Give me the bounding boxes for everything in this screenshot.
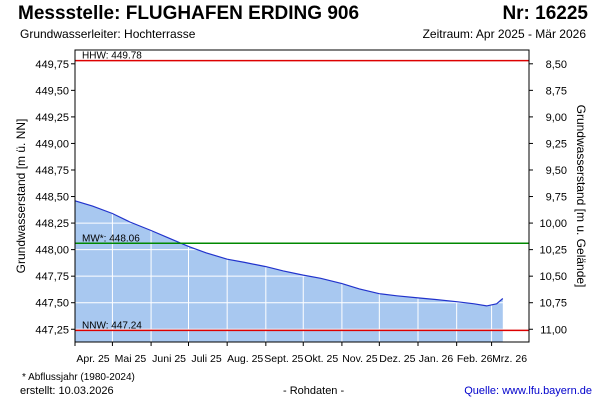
x-tick-label: Mrz. 26 (492, 353, 527, 365)
y2-tick-label: 11,00 (540, 324, 567, 336)
y-tick-label: 447,50 (35, 298, 69, 310)
x-tick-label: Nov. 25 (342, 353, 378, 365)
y2-tick-label: 10,50 (539, 271, 567, 283)
x-tick-label: Jan. 26 (419, 353, 454, 365)
y2-axis-title: Grundwasserstand [m u. Gelände] (574, 105, 588, 288)
y2-tick-label: 9,50 (546, 165, 567, 177)
y-tick-label: 448,25 (35, 218, 69, 230)
y-tick-label: 449,50 (35, 85, 69, 97)
y-tick-label: 447,75 (35, 271, 69, 283)
x-tick-label: Juni 25 (152, 353, 186, 365)
y2-tick-label: 8,50 (546, 59, 567, 71)
series-area (75, 200, 503, 342)
source-link[interactable]: Quelle: www.lfu.bayern.de (464, 385, 592, 397)
x-tick-label: Mai 25 (115, 353, 147, 365)
y2-tick-label: 10,00 (539, 218, 567, 230)
y2-tick-label: 9,00 (546, 112, 567, 124)
x-tick-label: Aug. 25 (227, 353, 263, 365)
reference-label: MW*: 448.06 (82, 233, 140, 244)
y2-tick-label: 10,75 (539, 298, 567, 310)
y2-tick-label: 9,75 (546, 192, 567, 204)
station-number: Nr: 16225 (502, 3, 588, 24)
y2-tick-label: 9,25 (546, 138, 567, 150)
aquifer-label: Grundwasserleiter: Hochterrasse (20, 27, 196, 41)
y-tick-label: 449,75 (35, 59, 69, 71)
footnote: * Abflussjahr (1980-2024) (22, 372, 135, 383)
chart-title: Messstelle: FLUGHAFEN ERDING 906 (18, 3, 360, 24)
y-tick-label: 448,75 (35, 165, 69, 177)
x-tick-label: Apr. 25 (76, 353, 109, 365)
y-tick-label: 448,50 (35, 192, 69, 204)
raw-data-label: - Rohdaten - (283, 385, 345, 397)
created-date: erstellt: 10.03.2026 (20, 385, 114, 397)
y-tick-label: 447,25 (35, 324, 69, 336)
y-tick-label: 448,00 (35, 245, 69, 257)
x-tick-label: Feb. 26 (457, 353, 493, 365)
x-tick-label: Juli 25 (191, 353, 222, 365)
period-label: Zeitraum: Apr 2025 - Mär 2026 (422, 27, 586, 41)
series-line (74, 200, 504, 307)
x-tick-label: Sept. 25 (264, 353, 303, 365)
y-tick-label: 449,00 (35, 138, 69, 150)
y2-tick-label: 10,25 (539, 245, 567, 257)
reference-label: NNW: 447.24 (82, 320, 142, 331)
y2-tick-label: 8,75 (546, 85, 567, 97)
y-tick-label: 449,25 (35, 112, 69, 124)
x-tick-label: Okt. 25 (304, 353, 338, 365)
y-axis-title: Grundwasserstand [m ü. NN] (14, 119, 28, 274)
x-tick-label: Dez. 25 (379, 353, 415, 365)
reference-label: HHW: 449.78 (82, 51, 142, 62)
plot-frame (74, 49, 530, 343)
